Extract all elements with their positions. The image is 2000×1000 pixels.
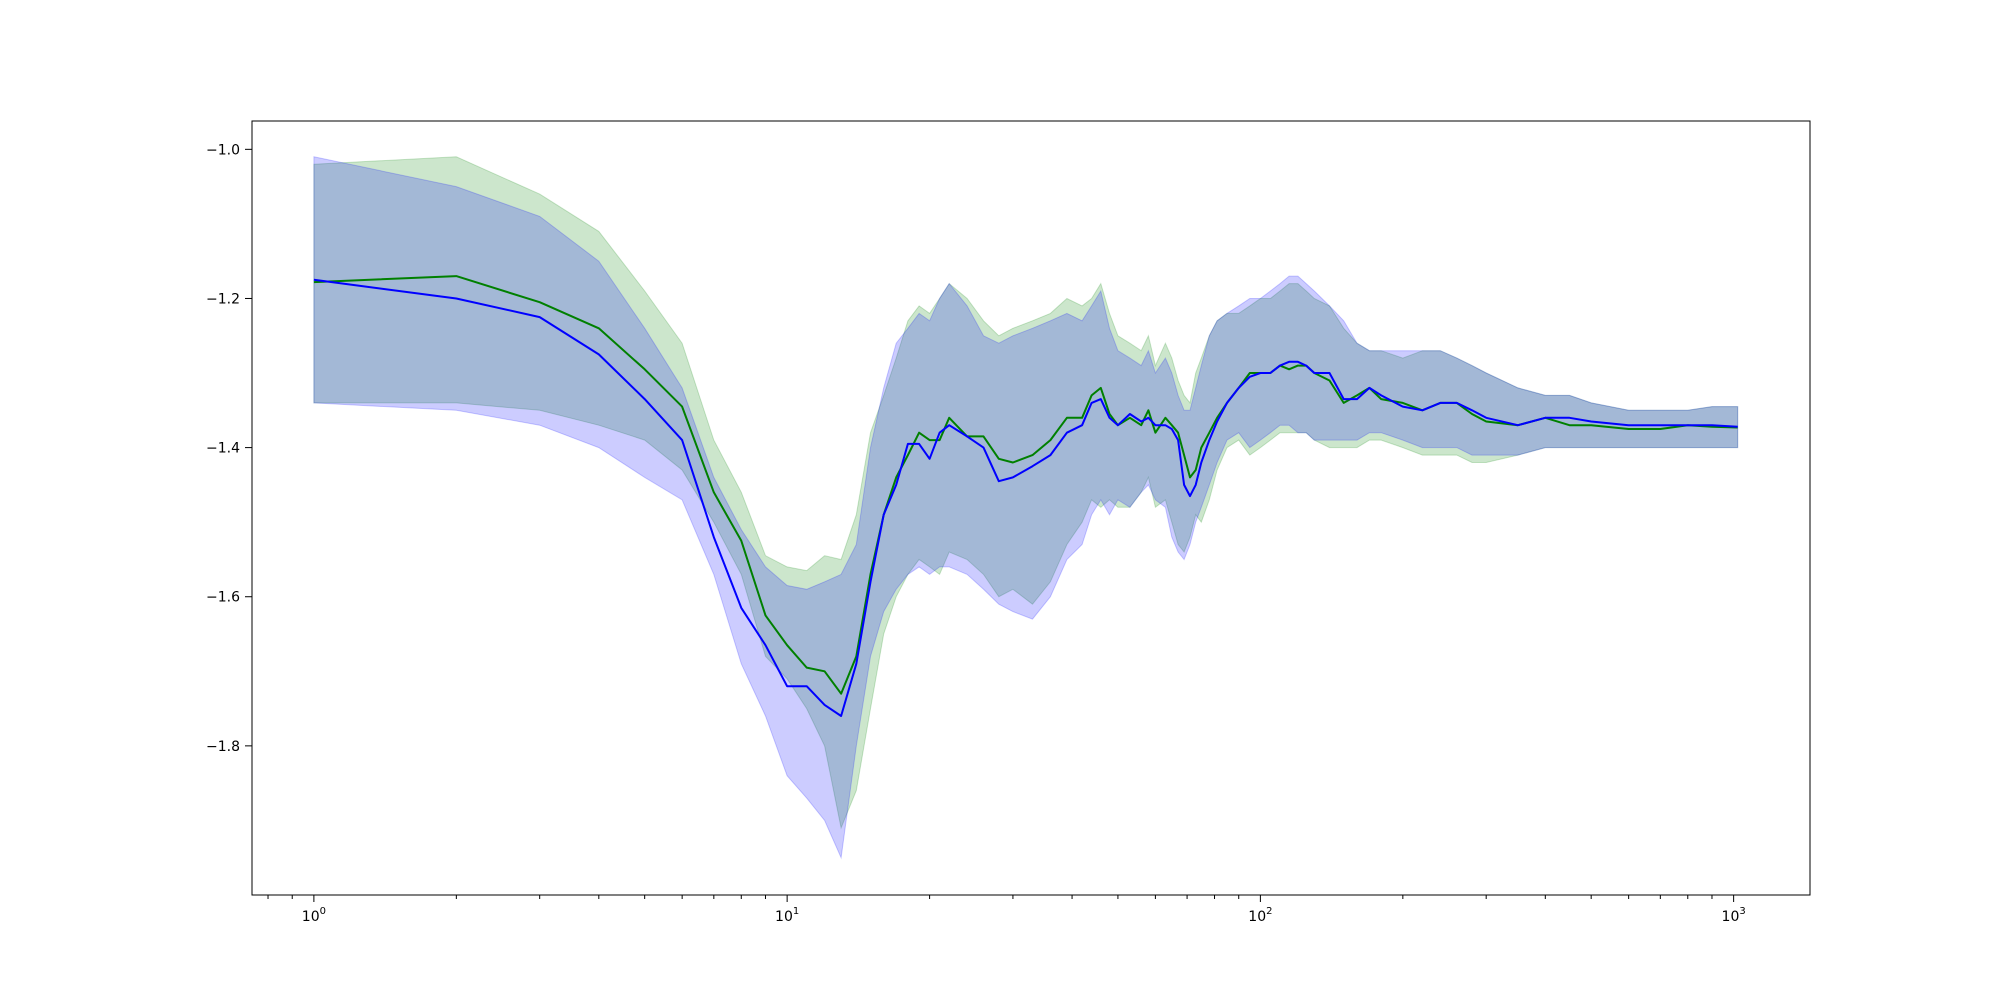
plot-frame: [251, 120, 1811, 896]
series-2-line: [313, 278, 1738, 717]
y-tick-label: −1.6: [206, 590, 240, 606]
confidence-bands: [313, 156, 1739, 860]
series-1-band: [313, 156, 1739, 830]
x-tick-label: 100: [302, 906, 326, 925]
y-tick-label: −1.0: [206, 142, 240, 158]
y-tick-label: −1.8: [206, 739, 240, 755]
y-tick-label: −1.4: [206, 441, 240, 457]
y-tick-label: −1.2: [206, 291, 240, 307]
series-2-band: [313, 156, 1739, 860]
mean-lines: [313, 275, 1738, 717]
y-axis: −1.0 −1.2 −1.4 −1.6 −1.8: [206, 142, 252, 755]
x-tick-label: 102: [1248, 906, 1272, 925]
x-axis: 100 101 102 103: [267, 895, 1746, 925]
x-tick-label: 103: [1722, 906, 1746, 925]
x-tick-label: 101: [775, 906, 799, 925]
